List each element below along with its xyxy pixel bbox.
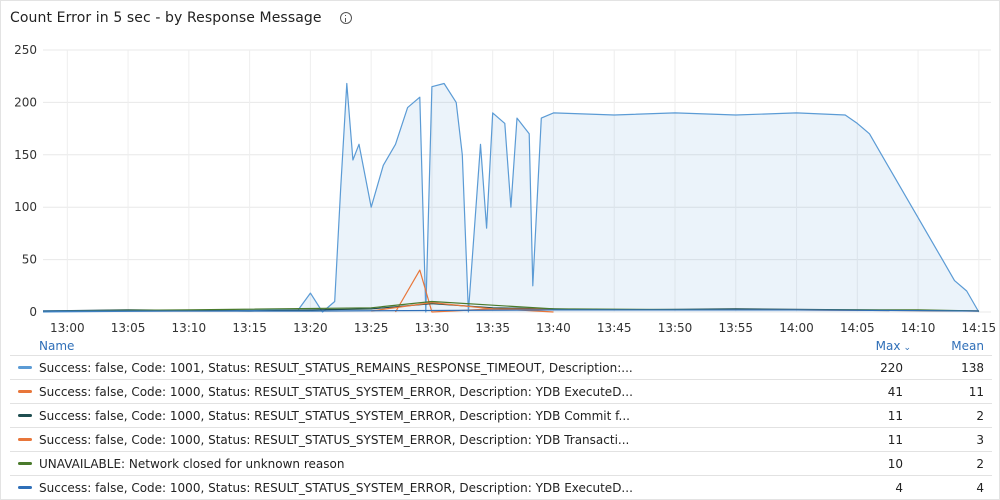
x-tick-label: 13:10 (172, 321, 207, 335)
legend-max-value: 41 (887, 384, 903, 399)
legend-row[interactable]: UNAVAILABLE: Network closed for unknown … (10, 451, 992, 475)
legend-col-max[interactable]: Max ⌄ (851, 339, 915, 353)
x-tick-label: 13:55 (718, 321, 753, 335)
y-tick-label: 50 (22, 253, 37, 267)
legend-max-value: 10 (887, 456, 903, 471)
legend-max-value: 11 (887, 432, 903, 447)
legend-mean-value: 4 (976, 480, 984, 495)
legend-mean-value: 3 (976, 432, 984, 447)
legend-series-name: Success: false, Code: 1000, Status: RESU… (39, 432, 843, 447)
legend-swatch (18, 414, 32, 417)
legend-swatch (18, 462, 32, 465)
legend-series-name-text: Success: false, Code: 1000, Status: RESU… (39, 384, 633, 399)
legend-series-name: Success: false, Code: 1001, Status: RESU… (39, 360, 843, 375)
legend-col-mean[interactable]: Mean (951, 339, 984, 353)
x-tick-label: 13:50 (658, 321, 693, 335)
legend-swatch (18, 390, 32, 393)
legend-series-name-text: Success: false, Code: 1000, Status: RESU… (39, 408, 630, 423)
y-tick-label: 150 (14, 148, 37, 162)
legend-max-value: 4 (895, 480, 903, 495)
y-tick-label: 100 (14, 200, 37, 214)
legend-max-value: 11 (887, 408, 903, 423)
x-tick-label: 13:20 (293, 321, 328, 335)
legend-series-name-text: UNAVAILABLE: Network closed for unknown … (39, 456, 345, 471)
panel-header: Count Error in 5 sec - by Response Messa… (10, 8, 352, 28)
legend-table: Name Max ⌄ Mean Success: false, Code: 100… (10, 337, 992, 499)
legend-row[interactable]: Success: false, Code: 1001, Status: RESU… (10, 355, 992, 379)
x-tick-label: 14:00 (779, 321, 814, 335)
legend-series-name: UNAVAILABLE: Network closed for unknown … (39, 456, 843, 471)
legend-series-name-text: Success: false, Code: 1000, Status: RESU… (39, 432, 630, 447)
x-tick-label: 13:30 (415, 321, 450, 335)
x-tick-label: 13:45 (597, 321, 632, 335)
y-tick-label: 250 (14, 43, 37, 57)
legend-mean-value: 2 (976, 456, 984, 471)
legend-series-name-text: Success: false, Code: 1000, Status: RESU… (39, 480, 633, 495)
legend-mean-value: 138 (961, 360, 984, 375)
x-tick-label: 13:15 (232, 321, 267, 335)
legend-series-name: Success: false, Code: 1000, Status: RESU… (39, 480, 843, 495)
legend-series-name: Success: false, Code: 1000, Status: RESU… (39, 408, 843, 423)
legend-swatch (18, 438, 32, 441)
series-line-6 (43, 309, 979, 312)
legend-mean-value: 11 (968, 384, 984, 399)
legend-row[interactable]: Success: false, Code: 1000, Status: RESU… (10, 475, 992, 499)
legend-series-name-text: Success: false, Code: 1001, Status: RESU… (39, 360, 633, 375)
panel-title: Count Error in 5 sec - by Response Messa… (10, 10, 322, 26)
x-tick-label: 13:40 (536, 321, 571, 335)
chevron-down-icon: ⌄ (903, 343, 911, 353)
chart-area[interactable]: 0 50 100 150 200 250 13:00 13:05 13:10 13:15 13:20… (1, 31, 1000, 337)
legend-max-value: 220 (880, 360, 903, 375)
legend-swatch (18, 366, 32, 369)
y-tick-label: 0 (29, 305, 37, 319)
x-tick-label: 14:10 (901, 321, 936, 335)
y-tick-label: 200 (14, 95, 37, 109)
x-tick-label: 14:05 (840, 321, 875, 335)
legend-mean-value: 2 (976, 408, 984, 423)
legend-row[interactable]: Success: false, Code: 1000, Status: RESU… (10, 379, 992, 403)
x-tick-label: 13:05 (111, 321, 146, 335)
legend-row[interactable]: Success: false, Code: 1000, Status: RESU… (10, 427, 992, 451)
legend-col-max-label: Max (875, 339, 901, 353)
legend-rows: Success: false, Code: 1001, Status: RESU… (10, 355, 992, 499)
series-area-1 (43, 83, 979, 312)
x-tick-label: 13:35 (475, 321, 510, 335)
series-line-1 (42, 82, 980, 313)
x-tick-label: 13:25 (354, 321, 389, 335)
info-circle-icon[interactable] (339, 12, 352, 24)
legend-col-name[interactable]: Name (39, 339, 75, 353)
legend-series-name: Success: false, Code: 1000, Status: RESU… (39, 384, 843, 399)
x-tick-label: 14:15 (962, 321, 997, 335)
legend-row[interactable]: Success: false, Code: 1000, Status: RESU… (10, 403, 992, 427)
legend-header: Name Max ⌄ Mean (10, 337, 992, 355)
x-tick-label: 13:00 (50, 321, 85, 335)
legend-swatch (18, 486, 32, 489)
